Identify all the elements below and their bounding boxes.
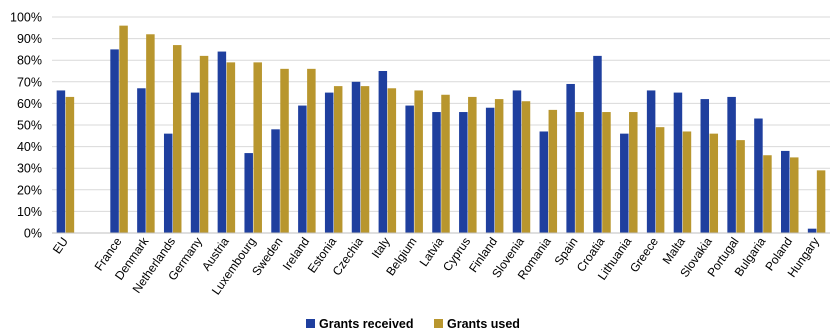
bar-grants-used <box>360 86 370 234</box>
bar-grants-used <box>307 68 316 233</box>
bar-grants-used <box>146 34 155 233</box>
bar-grants-received <box>781 150 790 233</box>
bar-grants-received <box>485 107 495 233</box>
y-tick-label: 100% <box>10 11 42 25</box>
bar-grants-used <box>816 170 826 233</box>
y-tick-label: 50% <box>17 119 42 133</box>
bar-grants-used <box>682 131 692 233</box>
bar-grants-used <box>280 68 289 233</box>
bar-grants-received <box>512 90 522 233</box>
legend-label-grants-used: Grants used <box>447 317 520 331</box>
bar-grants-received <box>539 131 549 233</box>
bar-grants-used <box>736 140 745 233</box>
bar-grants-used <box>763 155 772 233</box>
bar-grants-received <box>754 118 763 233</box>
bar-grants-received <box>110 49 119 234</box>
bar-grants-used <box>709 133 719 233</box>
legend-label-grants-received: Grants received <box>319 317 414 331</box>
bar-grants-used <box>468 96 477 233</box>
bar-grants-used <box>333 86 343 234</box>
bar-grants-used <box>629 112 638 233</box>
bar-grants-received <box>217 51 227 234</box>
legend-swatch-grants-used <box>434 319 443 328</box>
legend-swatch-grants-received <box>306 319 315 328</box>
x-tick-label: Italy <box>369 235 393 261</box>
bar-grants-used <box>253 62 262 233</box>
bar-grants-received <box>700 99 710 233</box>
bar-grants-received <box>432 112 441 233</box>
y-tick-label: 80% <box>17 54 42 68</box>
y-tick-label: 70% <box>17 75 42 89</box>
bar-grants-received <box>244 153 253 233</box>
bar-grants-received <box>459 112 468 233</box>
bar-grants-received <box>405 105 414 233</box>
y-tick-label: 20% <box>17 183 42 197</box>
bar-grants-used <box>387 88 397 233</box>
bar-grants-used <box>790 157 799 233</box>
bar-grants-received <box>646 90 656 233</box>
bar-grants-received <box>807 228 817 233</box>
bar-grants-received <box>593 55 602 233</box>
bar-grants-used <box>441 94 450 233</box>
bar-grants-received <box>271 129 280 233</box>
bar-grants-used <box>548 109 558 233</box>
bars <box>56 25 826 234</box>
bar-grants-received <box>566 83 575 234</box>
y-tick-label: 60% <box>17 97 42 111</box>
bar-grants-received <box>298 105 307 233</box>
y-tick-label: 0% <box>24 227 42 241</box>
gridlines <box>52 16 830 212</box>
y-tick-label: 90% <box>17 32 42 46</box>
legend: Grants received Grants used <box>306 317 520 331</box>
bar-grants-used <box>575 112 584 233</box>
bar-grants-received <box>324 92 334 233</box>
bar-grants-used <box>172 45 182 233</box>
bar-grants-used <box>119 25 128 233</box>
bar-grants-used <box>655 127 665 233</box>
bar-grants-used <box>602 112 611 233</box>
y-tick-label: 10% <box>17 205 42 219</box>
x-tick-label: EU <box>50 235 71 257</box>
bar-grants-used <box>494 99 504 233</box>
bar-grants-used <box>414 90 423 233</box>
bar-grants-used <box>226 62 236 233</box>
bar-grants-used <box>65 96 75 233</box>
x-axis-labels: EU FranceDenmarkNetherlandsGermanyAustria… <box>50 234 822 297</box>
bar-grants-received <box>727 96 736 233</box>
bar-grants-used <box>199 55 209 233</box>
bar-grants-received <box>137 88 146 233</box>
bar-grants-received <box>620 133 629 233</box>
bar-grants-used <box>521 101 531 234</box>
y-axis-labels: 0% 10% 20% 30% 40% 50% 60% 70% 80% 90% 100% <box>10 11 42 241</box>
x-tick-label: Greece <box>627 234 661 275</box>
bar-grants-received <box>190 92 200 233</box>
bar-grants-received <box>163 133 173 233</box>
bar-grants-received <box>56 90 66 233</box>
y-tick-label: 40% <box>17 140 42 154</box>
bar-grants-received <box>673 92 683 233</box>
y-tick-label: 30% <box>17 162 42 176</box>
bar-grants-received <box>351 81 361 233</box>
bar-grants-received <box>378 71 388 233</box>
